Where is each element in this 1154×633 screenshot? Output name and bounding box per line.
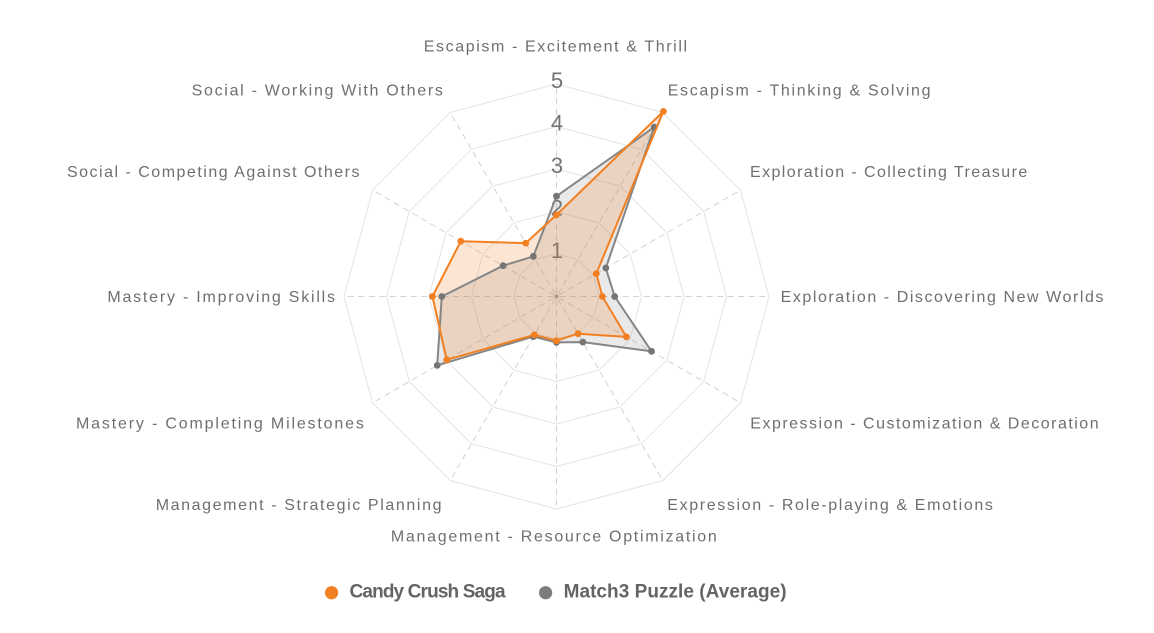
- svg-text:1: 1: [551, 238, 563, 263]
- svg-text:Exploration - Collecting Treas: Exploration - Collecting Treasure: [750, 164, 1029, 181]
- svg-text:Escapism - Excitement & Thrill: Escapism - Excitement & Thrill: [424, 39, 689, 56]
- svg-text:Exploration - Discovering New: Exploration - Discovering New Worlds: [781, 289, 1105, 306]
- svg-text:4: 4: [551, 111, 563, 136]
- svg-text:5: 5: [551, 68, 563, 93]
- svg-text:Escapism - Thinking & Solving: Escapism - Thinking & Solving: [668, 83, 933, 100]
- svg-text:Social - Working With Others: Social - Working With Others: [192, 83, 445, 100]
- svg-text:Social - Competing Against Oth: Social - Competing Against Others: [67, 164, 361, 181]
- svg-text:Expression - Role-playing & Em: Expression - Role-playing & Emotions: [667, 497, 994, 514]
- svg-text:Management - Resource Optimiza: Management - Resource Optimization: [391, 529, 719, 546]
- svg-text:3: 3: [551, 153, 563, 178]
- svg-text:Mastery - Completing Milestone: Mastery - Completing Milestones: [76, 416, 366, 433]
- svg-text:Match3 Puzzle (Average): Match3 Puzzle (Average): [564, 582, 787, 603]
- svg-text:Mastery - Improving Skills: Mastery - Improving Skills: [107, 289, 336, 306]
- svg-text:Management - Strategic Plannin: Management - Strategic Planning: [156, 497, 443, 514]
- svg-text:Candy Crush Saga: Candy Crush Saga: [350, 582, 506, 603]
- svg-text:Expression - Customization & D: Expression - Customization & Decoration: [750, 416, 1100, 433]
